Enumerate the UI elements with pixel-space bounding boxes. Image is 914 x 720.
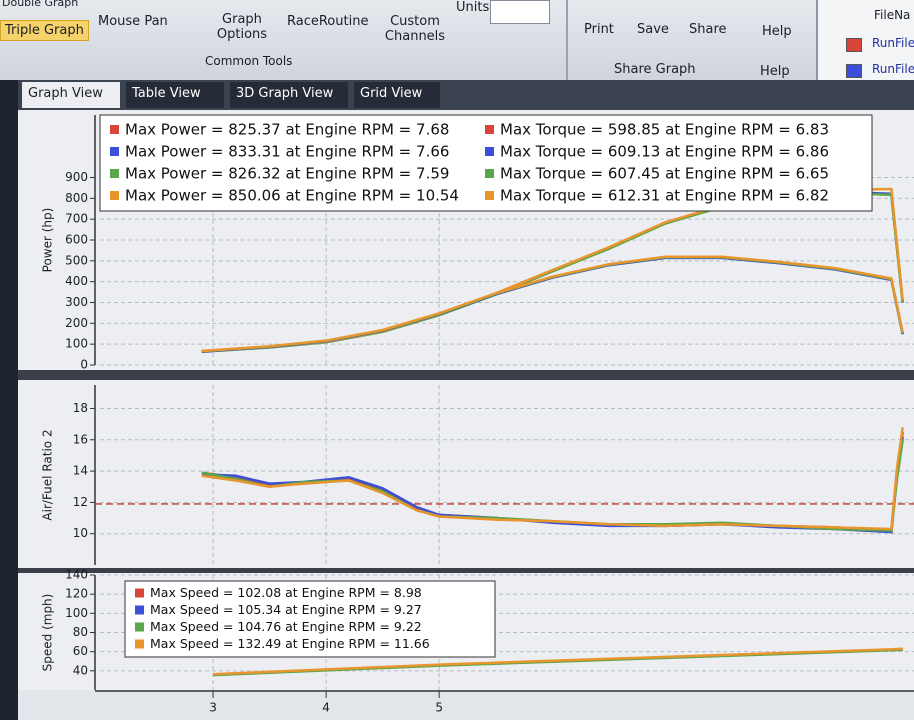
y-tick-label: 500 — [65, 253, 88, 267]
legend-swatch — [110, 147, 119, 156]
y-tick-label: 60 — [73, 644, 88, 658]
button[interactable]: Help — [762, 24, 792, 39]
legend-label: Max Power = 850.06 at Engine RPM = 10.54 — [125, 187, 459, 205]
x-tick-label: 4 — [322, 701, 330, 715]
legend-swatch — [135, 639, 144, 649]
y-tick-label: 10 — [73, 526, 88, 540]
y-axis-label: Speed (mph) — [41, 594, 55, 672]
file-list — [816, 0, 914, 82]
tab[interactable]: Table View — [126, 82, 224, 108]
y-tick-label: 14 — [73, 464, 88, 478]
column-header: FileNa — [874, 8, 911, 22]
y-tick-label: 18 — [73, 401, 88, 415]
button[interactable]: Save — [637, 22, 669, 37]
legend-label: Max Torque = 612.31 at Engine RPM = 6.82 — [500, 187, 829, 205]
swatch — [846, 38, 862, 52]
y-tick-label: 700 — [65, 212, 88, 226]
ribbon — [0, 0, 914, 80]
legend-swatch — [485, 125, 494, 134]
y-tick-label: 120 — [65, 587, 88, 601]
y-tick-label: 100 — [65, 337, 88, 351]
file-name[interactable]: RunFile — [872, 62, 914, 76]
button[interactable]: Custom Channels — [384, 14, 446, 44]
y-axis-label: Power (hp) — [41, 208, 55, 273]
y-tick-label: 0 — [80, 358, 88, 372]
button[interactable]: Graph Options — [216, 12, 268, 42]
series-line — [213, 647, 903, 676]
panel-separator — [18, 370, 914, 380]
button[interactable]: Print — [584, 22, 614, 37]
legend-swatch — [485, 191, 494, 200]
series-line — [201, 255, 904, 353]
legend-swatch — [110, 125, 119, 134]
legend-label: Max Torque = 607.45 at Engine RPM = 6.65 — [500, 165, 829, 183]
legend-swatch — [135, 588, 144, 598]
legend-label: Max Speed = 102.08 at Engine RPM = 8.98 — [150, 585, 422, 600]
file-name[interactable]: RunFile — [872, 36, 914, 50]
y-tick-label: 100 — [65, 606, 88, 620]
button[interactable]: Share — [689, 22, 727, 37]
y-tick-label: 200 — [65, 316, 88, 330]
y-axis-label: Air/Fuel Ratio 2 — [41, 429, 55, 520]
legend-label: Max Torque = 609.13 at Engine RPM = 6.86 — [500, 143, 829, 161]
legend-swatch — [110, 169, 119, 178]
tab[interactable]: Grid View — [354, 82, 440, 108]
dropdown[interactable] — [490, 0, 550, 24]
legend-label: Max Speed = 132.49 at Engine RPM = 11.66 — [150, 636, 430, 651]
y-tick-label: 800 — [65, 191, 88, 205]
tab[interactable]: Graph View — [22, 82, 120, 108]
legend-label: Max Speed = 105.34 at Engine RPM = 9.27 — [150, 602, 422, 617]
button[interactable]: Triple Graph — [0, 20, 89, 41]
legend-swatch — [110, 191, 119, 200]
legend-label: Max Torque = 598.85 at Engine RPM = 6.83 — [500, 121, 829, 139]
y-tick-label: 300 — [65, 295, 88, 309]
graph-area: 0 100 200 300 400 500 600 700 800 900 Power (hp) 10… — [18, 110, 914, 720]
x-tick-label: 5 — [435, 701, 443, 715]
legend-swatch — [485, 169, 494, 178]
y-tick-label: 80 — [73, 625, 88, 639]
x-tick-label: 3 — [209, 701, 217, 715]
y-tick-label: 140 — [65, 568, 88, 582]
legend-swatch — [135, 605, 144, 615]
x-axis-band — [18, 690, 914, 720]
y-tick-label: 12 — [73, 495, 88, 509]
legend-label: Max Speed = 104.76 at Engine RPM = 9.22 — [150, 619, 422, 634]
group-label: Help — [760, 64, 790, 79]
legend-label: Max Power = 833.31 at Engine RPM = 7.66 — [125, 143, 449, 161]
y-tick-label: 16 — [73, 432, 88, 446]
series-line — [201, 427, 904, 531]
group-label: Share Graph — [614, 62, 696, 77]
legend-swatch — [485, 147, 494, 156]
legend-swatch — [135, 622, 144, 632]
tab-strip: Graph View Table View 3D Graph View Grid Vi… — [18, 80, 914, 110]
button[interactable]: RaceRoutine — [287, 14, 369, 29]
legend-label: Max Power = 825.37 at Engine RPM = 7.68 — [125, 121, 449, 139]
legend-label: Max Power = 826.32 at Engine RPM = 7.59 — [125, 165, 449, 183]
y-tick-label: 900 — [65, 170, 88, 184]
group-label: Common Tools — [205, 54, 293, 68]
y-tick-label: 600 — [65, 233, 88, 247]
panel-separator — [18, 568, 914, 573]
y-tick-label: 400 — [65, 274, 88, 288]
legend — [124, 580, 496, 658]
label: Units — [456, 0, 490, 15]
tab[interactable]: 3D Graph View — [230, 82, 348, 108]
separator — [566, 0, 568, 80]
y-tick-label: 40 — [73, 663, 88, 677]
button[interactable]: Double Graph — [2, 0, 79, 9]
swatch — [846, 64, 862, 78]
button[interactable]: Mouse Pan — [98, 14, 168, 29]
